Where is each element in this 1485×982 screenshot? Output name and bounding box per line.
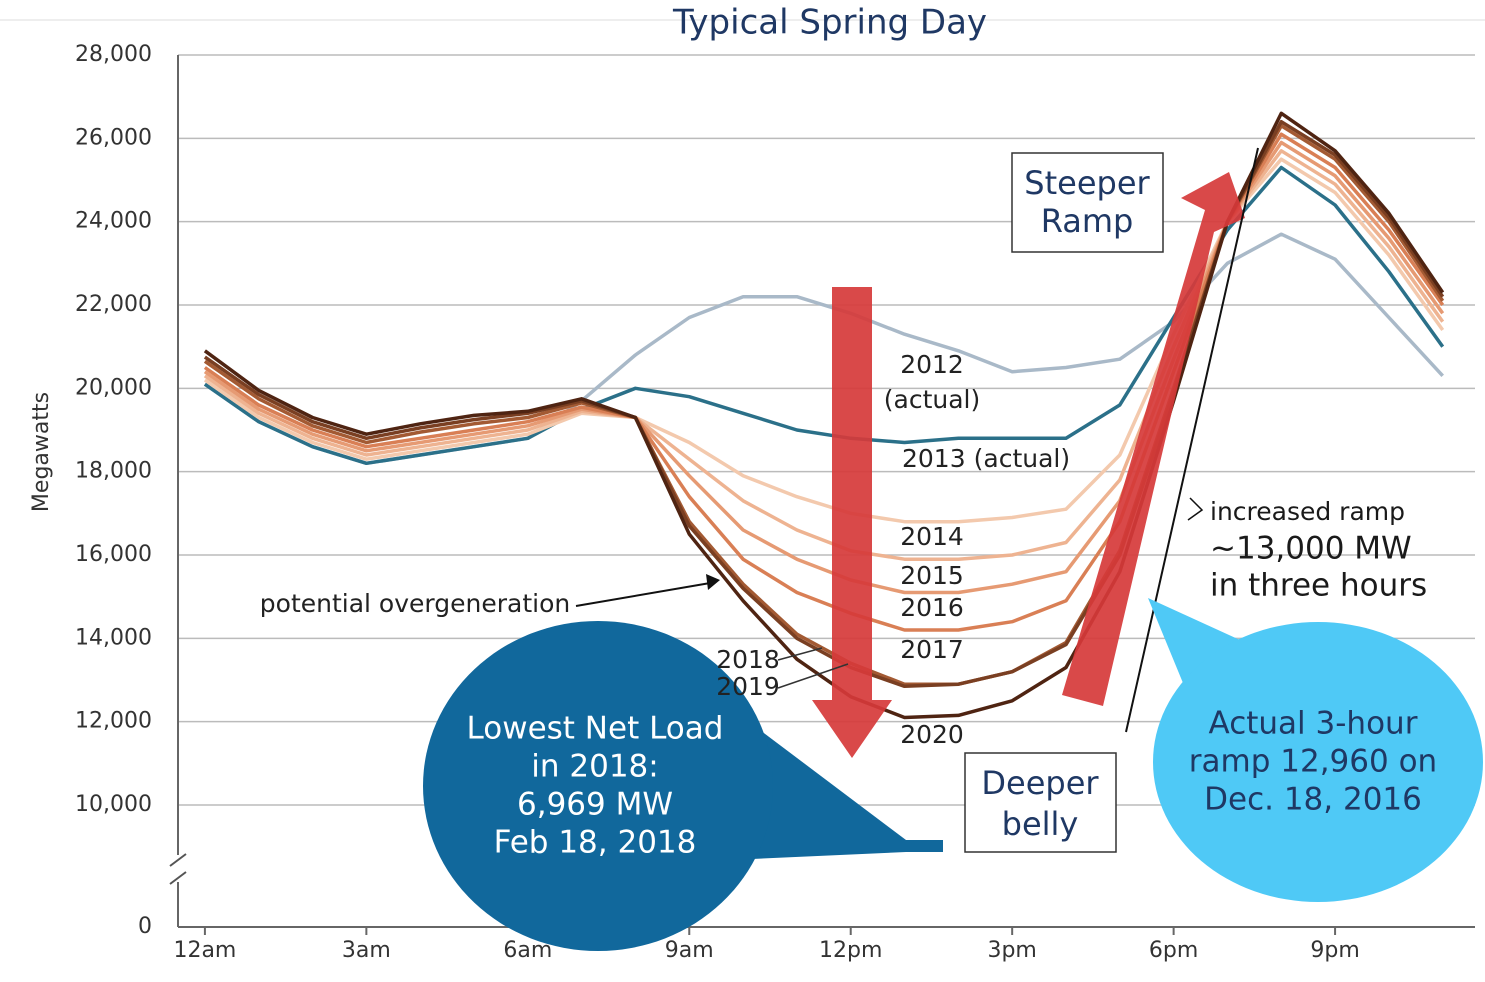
series-label: 2020: [900, 720, 964, 749]
chart-title: Typical Spring Day: [672, 3, 987, 43]
x-tick-label: 9pm: [1310, 938, 1359, 963]
y-tick-label: 20,000: [75, 375, 152, 400]
series-label: 2016: [900, 593, 964, 622]
x-tick-label: 6pm: [1149, 938, 1198, 963]
annotation: Steeper: [1024, 164, 1150, 202]
lines: [203, 111, 1445, 720]
series-label: 2013 (actual): [902, 444, 1070, 473]
series-name: 2016: [900, 593, 964, 622]
annotation: increased ramp: [1210, 497, 1405, 526]
series-name: 2015: [900, 561, 964, 590]
series-note: (actual): [884, 385, 980, 414]
y-tick-label: 0: [138, 914, 152, 939]
annotation: in 2018:: [531, 749, 658, 785]
series-name: 2019: [716, 672, 780, 701]
y-tick-label: 12,000: [75, 709, 152, 734]
ramp-arrow: [1062, 172, 1245, 706]
series-label: 2012 (actual): [884, 350, 980, 414]
y-axis-label: Megawatts: [29, 392, 54, 512]
steeper-box: [1011, 152, 1164, 253]
x-tick-label: 3pm: [987, 938, 1036, 963]
y-tick-label: 28,000: [75, 42, 152, 67]
x-tick-label: 9am: [665, 938, 714, 963]
y-tick-label: 26,000: [75, 125, 152, 150]
series-line: [203, 111, 1445, 720]
x-tick-label: 3am: [342, 938, 391, 963]
series-line: [203, 165, 1445, 466]
annotation: potential overgeneration: [260, 589, 570, 618]
series-name: 2014: [900, 522, 964, 551]
x-tick-label: 12am: [173, 938, 236, 963]
annotation: in three hours: [1210, 568, 1427, 604]
y-tick-label: 18,000: [75, 459, 152, 484]
annotation: ramp 12,960 on: [1189, 744, 1437, 780]
annotation: belly: [1002, 805, 1079, 843]
deeper-box: [964, 752, 1117, 853]
min-marker: [905, 840, 943, 852]
bubble-pointer: [1148, 598, 1240, 700]
y-tick-label: 22,000: [75, 292, 152, 317]
bubble-light: [1153, 622, 1483, 902]
series-label: 2017: [900, 635, 964, 664]
series-name: 2018: [716, 645, 780, 674]
series-name: 2017: [900, 635, 964, 664]
series-note: (actual): [974, 444, 1070, 473]
series-name: 2020: [900, 720, 964, 749]
grid: 0 10,000 12,000 14,000 16,000 18,000 20,000 22,…: [75, 42, 1475, 963]
annotation: Actual 3-hour: [1209, 706, 1418, 742]
annotation: Deeper: [981, 764, 1099, 802]
series-label: 2015: [900, 561, 964, 590]
annotation: Feb 18, 2018: [494, 825, 697, 861]
y-tick-label: 24,000: [75, 209, 152, 234]
annotation: ~13,000 MW: [1210, 531, 1412, 567]
series-line: [203, 157, 1445, 524]
series-label: 2018: [716, 645, 780, 674]
annotation: 6,969 MW: [517, 787, 673, 823]
series-label: 2019: [716, 672, 780, 701]
y-tick-label: 14,000: [75, 625, 152, 650]
series-name: 2013: [902, 444, 966, 473]
labels: 2012 (actual) 2013 (actual) 2014 2015 2016 2017…: [260, 164, 1437, 861]
y-tick-label: 16,000: [75, 542, 152, 567]
x-tick-label: 12pm: [819, 938, 882, 963]
axis-break: [169, 853, 187, 885]
leader: [575, 581, 717, 607]
series-label: 2014: [900, 522, 964, 551]
annotation: Lowest Net Load: [467, 711, 724, 747]
series-name: 2012: [900, 350, 964, 379]
y-tick-label: 10,000: [75, 792, 152, 817]
brace: [1187, 497, 1204, 521]
annotation: Ramp: [1041, 202, 1134, 240]
down-arrow: [812, 287, 892, 758]
leader-head: [706, 574, 720, 590]
ramp-line: [1125, 147, 1259, 733]
bubble-dark: [423, 621, 773, 951]
annotation: Dec. 18, 2016: [1204, 782, 1422, 818]
leader: [777, 647, 849, 689]
